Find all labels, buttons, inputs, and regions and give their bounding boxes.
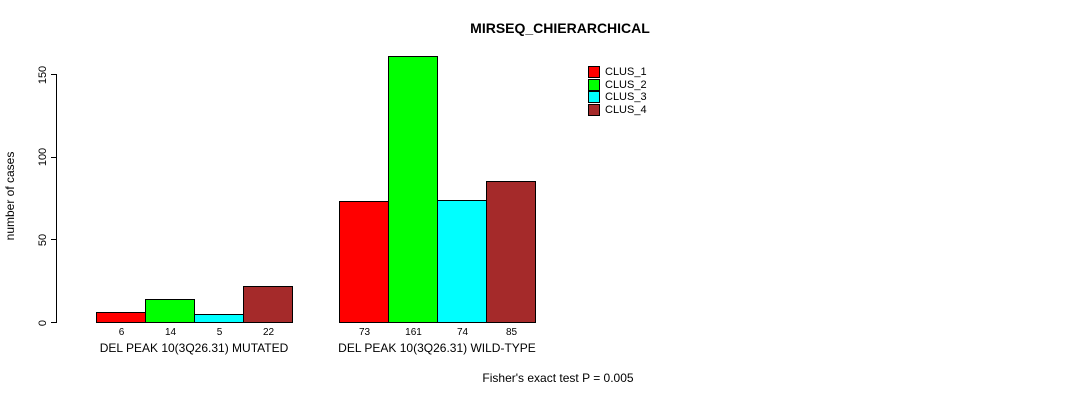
y-axis-line: [56, 74, 57, 323]
bar-value-label: 14: [164, 327, 177, 338]
y-tick-label: 150: [37, 65, 49, 84]
legend-label: CLUS_2: [605, 78, 647, 91]
chart-title: MIRSEQ_CHIERARCHICAL: [470, 20, 650, 36]
y-axis-tick: [51, 322, 56, 323]
y-axis-tick: [51, 74, 56, 75]
bar-value-label: 5: [216, 327, 223, 338]
legend-swatch-clus_2: [588, 78, 600, 91]
y-tick-label: 100: [37, 147, 49, 167]
bar-value-label: 73: [358, 327, 371, 338]
bar-clus_1: [339, 201, 389, 323]
bar-value-label: 85: [505, 327, 518, 338]
annotation-text: Fisher's exact test P = 0.005: [482, 371, 634, 385]
legend-label: CLUS_3: [605, 91, 647, 104]
legend-label: CLUS_1: [605, 66, 647, 78]
bar-clus_4: [486, 181, 536, 323]
bar-clus_2: [388, 56, 438, 323]
bar-clus_3: [437, 200, 487, 323]
legend-swatch-clus_3: [588, 91, 600, 104]
category-label-wildtype: DEL PEAK 10(3Q26.31) WILD-TYPE: [338, 341, 536, 355]
bar-value-label: 161: [405, 327, 422, 338]
y-axis-tick: [51, 239, 56, 241]
bar-clus_1: [96, 312, 146, 323]
bar-value-label: 6: [118, 327, 125, 338]
category-label-mutated: DEL PEAK 10(3Q26.31) MUTATED: [99, 341, 289, 355]
y-axis-tick: [51, 156, 56, 158]
bar-clus_4: [243, 286, 293, 323]
bar-clus_2: [145, 299, 195, 323]
y-tick-label: 50: [37, 233, 49, 246]
bar-value-label: 22: [262, 327, 275, 338]
y-tick-label: 0: [37, 319, 49, 326]
legend-swatch-clus_4: [588, 103, 600, 116]
legend-swatch-clus_1: [588, 66, 600, 78]
bar-clus_3: [194, 314, 244, 323]
legend-label: CLUS_4: [605, 103, 647, 116]
bar-value-label: 74: [456, 327, 469, 338]
